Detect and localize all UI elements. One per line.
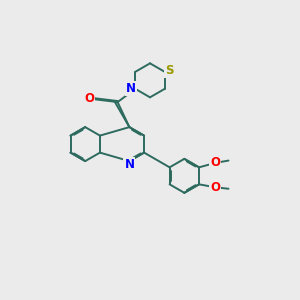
Text: O: O [210, 181, 220, 194]
Text: O: O [84, 92, 94, 105]
Text: N: N [126, 82, 136, 95]
Text: O: O [210, 156, 220, 170]
Text: S: S [165, 64, 173, 77]
Text: N: N [124, 158, 134, 171]
